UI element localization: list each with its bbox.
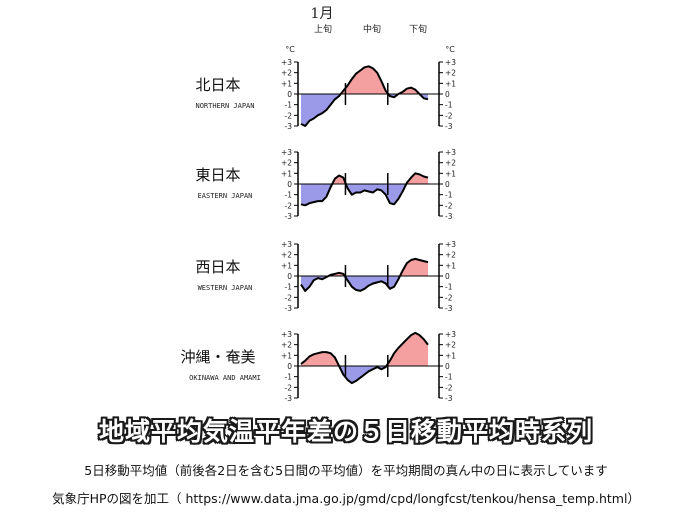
tick-label-left: +1 (281, 351, 292, 360)
tick-label-left: +3 (281, 240, 292, 249)
tick-label-left: +2 (281, 159, 292, 168)
tick-label-left: -2 (285, 201, 293, 210)
tick-label-right: +1 (445, 169, 456, 178)
tick-label-left: +2 (281, 69, 292, 78)
tick-label-right: 0 (445, 180, 450, 189)
region-name: 西日本 (195, 258, 240, 276)
series-line (300, 65, 429, 127)
negative-area (301, 184, 333, 206)
period-label-late: 下旬 (409, 23, 427, 35)
tick-label-right: -1 (445, 283, 453, 292)
tick-label-right: 0 (445, 362, 450, 371)
tick-label-right: -2 (445, 293, 453, 302)
tick-label-left: +1 (281, 169, 292, 178)
tick-label-right: +1 (445, 79, 456, 88)
region-name: 北日本 (195, 76, 240, 94)
tick-label-right: -3 (445, 394, 453, 403)
region-name-en: EASTERN JAPAN (198, 192, 253, 200)
tick-label-right: +1 (445, 351, 456, 360)
tick-label-right: +3 (445, 58, 456, 67)
tick-label-left: -1 (285, 283, 293, 292)
tick-label-right: +2 (445, 159, 456, 168)
series-line (300, 331, 429, 385)
tick-label-left: -1 (285, 101, 293, 110)
tick-label-right: +3 (445, 240, 456, 249)
tick-label-left: +3 (281, 58, 292, 67)
negative-area (345, 184, 407, 205)
negative-area (339, 366, 387, 384)
caption-note: 5日移動平均値（前後各2日を含む5日間の平均値）を平均期間の真ん中の日に表示して… (84, 463, 608, 478)
tick-label-right: -1 (445, 373, 453, 382)
tick-label-right: +2 (445, 69, 456, 78)
tick-label-left: -1 (285, 373, 293, 382)
region-name: 沖縄・奄美 (180, 348, 255, 366)
region-name-en: WESTERN JAPAN (198, 284, 253, 292)
month-label: 1月 (311, 6, 334, 22)
tick-label-left: +1 (281, 261, 292, 270)
tick-label-left: +3 (281, 148, 292, 157)
tick-label-right: +2 (445, 251, 456, 260)
unit-label-right: °C (445, 45, 455, 54)
tick-label-left: -3 (285, 304, 293, 313)
tick-label-left: 0 (287, 90, 292, 99)
tick-label-left: +2 (281, 251, 292, 260)
tick-label-right: +3 (445, 148, 456, 157)
tick-label-right: -1 (445, 191, 453, 200)
region-name-en: NORTHERN JAPAN (195, 102, 254, 110)
tick-label-left: -2 (285, 293, 293, 302)
tick-label-left: -3 (285, 122, 293, 131)
positive-area (386, 332, 428, 366)
tick-label-right: -3 (445, 212, 453, 221)
period-label-early: 上旬 (314, 23, 332, 35)
negative-area (301, 94, 341, 126)
tick-label-right: 0 (445, 272, 450, 281)
region-name: 東日本 (195, 166, 240, 184)
tick-label-right: -3 (445, 304, 453, 313)
caption-title: 地域平均気温平年差の５日移動平均時系列 (98, 417, 593, 446)
tick-label-left: -2 (285, 383, 293, 392)
tick-label-right: -3 (445, 122, 453, 131)
tick-label-right: +3 (445, 330, 456, 339)
positive-area (301, 352, 340, 366)
tick-label-left: +1 (281, 79, 292, 88)
series-line (300, 257, 429, 292)
tick-label-left: 0 (287, 180, 292, 189)
period-label-middle: 中旬 (363, 23, 381, 35)
tick-label-right: -2 (445, 201, 453, 210)
tick-label-left: -3 (285, 394, 293, 403)
tick-label-right: -2 (445, 383, 453, 392)
caption-source: 気象庁HPの図を加工（ https://www.data.jma.go.jp/g… (52, 491, 640, 506)
tick-label-right: 0 (445, 90, 450, 99)
tick-label-left: 0 (287, 272, 292, 281)
tick-label-left: +3 (281, 330, 292, 339)
tick-label-left: -1 (285, 191, 293, 200)
tick-label-left: -2 (285, 111, 293, 120)
region-name-en: OKINAWA AND AMAMI (189, 374, 261, 382)
tick-label-left: 0 (287, 362, 292, 371)
tick-label-right: +1 (445, 261, 456, 270)
unit-label-left: °C (285, 45, 295, 54)
tick-label-right: +2 (445, 341, 456, 350)
tick-label-left: -3 (285, 212, 293, 221)
tick-label-right: -2 (445, 111, 453, 120)
series-line (300, 172, 429, 207)
tick-label-left: +2 (281, 341, 292, 350)
tick-label-right: -1 (445, 101, 453, 110)
